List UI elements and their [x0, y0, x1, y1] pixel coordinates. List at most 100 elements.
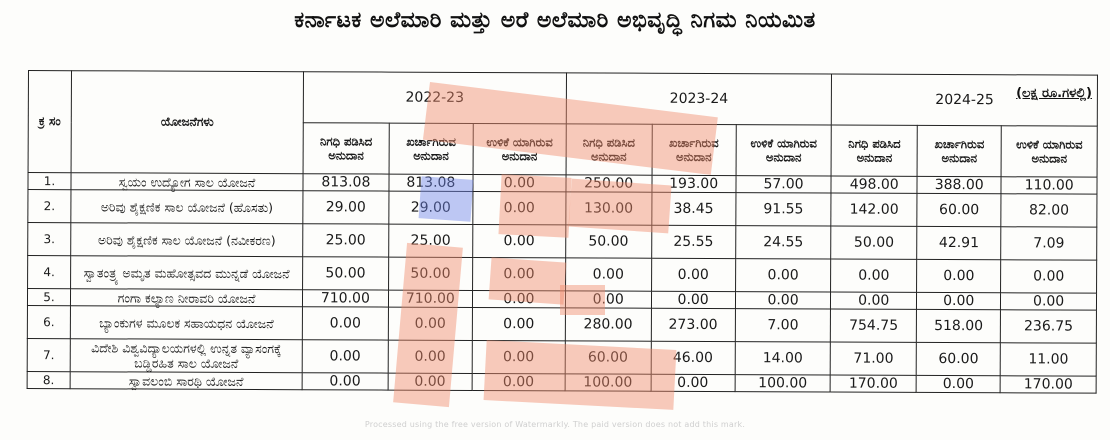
value-cell: 0.00	[472, 191, 566, 225]
unit-note: (ಲಕ್ಷ ರೂ.ಗಳಲ್ಲಿ)	[1016, 86, 1092, 101]
value-cell: 142.00	[831, 193, 918, 227]
header-spent: ಖರ್ಚಾಗಿರುವ ಅನುದಾನ	[651, 124, 737, 176]
value-cell: 0.00	[388, 307, 473, 341]
header-balance: ಉಳಿಕೆ ಯಾಗಿರುವ ಅನುದಾನ	[473, 123, 567, 175]
scheme-cell: ಬ್ಯಾಂಕುಗಳ ಮೂಲಕ ಸಹಾಯಧನ ಯೋಜನೆ	[70, 305, 303, 340]
value-cell: 100.00	[564, 373, 651, 392]
scheme-cell: ಗಂಗಾ ಕಲ್ಯಾಣ ನೀರಾವರಿ ಯೋಜನೆ	[70, 288, 303, 307]
value-cell: 25.55	[651, 225, 736, 259]
header-year-2022-23: 2022-23	[303, 71, 567, 124]
header-balance: ಉಳಿಕೆ ಯಾಗಿರುವ ಅನುದಾನ	[1001, 125, 1098, 178]
schemes-table: ಕ್ರ ಸಂ ಯೋಜನೆಗಳು 2022-23 2023-24 2024-25 …	[27, 70, 1098, 394]
value-cell: 813.08	[388, 174, 474, 192]
table-row: 2. ಅರಿವು ಶೈಕ್ಷಣಿಕ ಸಾಲ ಯೋಜನೆ (ಹೊಸತು) 29.0…	[27, 189, 1097, 228]
value-cell: 24.55	[735, 225, 832, 260]
header-balance: ಉಳಿಕೆ ಯಾಗಿರುವ ಅನುದಾನ	[735, 124, 832, 177]
value-cell: 25.00	[388, 224, 473, 258]
value-cell: 0.00	[735, 291, 831, 310]
value-cell: 110.00	[1001, 176, 1098, 195]
value-cell: 100.00	[734, 374, 831, 393]
value-cell: 754.75	[830, 309, 917, 343]
header-year-2023-24: 2023-24	[566, 72, 832, 126]
value-cell: 42.91	[916, 226, 1002, 260]
value-cell: 0.00	[650, 374, 735, 392]
value-cell: 0.00	[472, 224, 566, 258]
value-cell: 0.00	[472, 290, 566, 308]
value-cell: 250.00	[565, 174, 652, 193]
value-cell: 0.00	[916, 292, 1001, 310]
value-cell: 50.00	[302, 256, 389, 291]
value-cell: 0.00	[387, 340, 473, 374]
value-cell: 0.00	[472, 307, 566, 341]
scheme-cell: ಸ್ವಾವಲಂಬಿ ಸಾರಥಿ ಯೋಜನೆ	[70, 371, 303, 390]
value-cell: 29.00	[388, 191, 473, 225]
header-year-2024-25: 2024-25	[831, 74, 1098, 127]
value-cell: 0.00	[302, 339, 389, 374]
table-row: 6. ಬ್ಯಾಂಕುಗಳ ಮೂಲಕ ಸಹಾಯಧನ ಯೋಜನೆ 0.00 0.00…	[27, 305, 1097, 344]
value-cell: 60.00	[916, 342, 1001, 376]
scheme-cell: ಸ್ವಯಂ ಉದ್ಯೋಗ ಸಾಲ ಯೋಜನೆ	[70, 172, 304, 191]
value-cell: 0.00	[651, 291, 736, 309]
value-cell: 0.00	[916, 375, 1001, 393]
serial-cell: 3.	[27, 222, 71, 256]
header-scheme: ಯೋಜನೆಗಳು	[71, 70, 304, 174]
value-cell: 0.00	[916, 259, 1001, 293]
value-cell: 280.00	[565, 307, 652, 342]
value-cell: 0.00	[472, 257, 566, 291]
table-row: 3. ಅರಿವು ಶೈಕ್ಷಣಿಕ ಸಾಲ ಯೋಜನೆ (ನವೀಕರಣ) 25.…	[27, 222, 1097, 261]
value-cell: 388.00	[917, 176, 1002, 194]
value-cell: 170.00	[1000, 375, 1097, 394]
value-cell: 11.00	[1000, 342, 1097, 377]
value-cell: 91.55	[735, 192, 832, 227]
value-cell: 0.00	[565, 290, 652, 309]
scheme-cell: ಅರಿವು ಶೈಕ್ಷಣಿಕ ಸಾಲ ಯೋಜನೆ (ನವೀಕರಣ)	[70, 222, 303, 257]
value-cell: 0.00	[472, 174, 566, 192]
serial-cell: 1.	[27, 172, 72, 190]
value-cell: 518.00	[916, 309, 1001, 343]
value-cell: 0.00	[472, 340, 566, 374]
value-cell: 0.00	[1000, 259, 1097, 294]
header-spent: ಖರ್ಚಾಗಿರುವ ಅನುದಾನ	[917, 125, 1002, 177]
serial-cell: 8.	[27, 371, 71, 389]
value-cell: 710.00	[388, 290, 473, 308]
header-allocated: ನಿಗಧಿ ಪಡಿಸಿದ ಅನುದಾನ	[831, 125, 918, 177]
header-allocated: ನಿಗಧಿ ಪಡಿಸಿದ ಅನುದಾನ	[565, 123, 652, 176]
value-cell: 60.00	[916, 193, 1002, 227]
scheme-cell: ಅರಿವು ಶೈಕ್ಷಣಿಕ ಸಾಲ ಯೋಜನೆ (ಹೊಸತು)	[70, 189, 303, 224]
serial-cell: 6.	[27, 305, 71, 339]
value-cell: 7.09	[1000, 226, 1097, 261]
table-row: 8. ಸ್ವಾವಲಂಬಿ ಸಾರಥಿ ಯೋಜನೆ 0.00 0.00 0.00 …	[27, 371, 1097, 394]
value-cell: 50.00	[388, 257, 473, 291]
header-serial: ಕ್ರ ಸಂ	[28, 70, 72, 173]
value-cell: 0.00	[830, 259, 917, 293]
value-cell: 57.00	[735, 175, 832, 194]
value-cell: 7.00	[735, 308, 831, 343]
value-cell: 46.00	[650, 341, 736, 375]
serial-cell: 5.	[27, 288, 71, 306]
value-cell: 498.00	[831, 176, 918, 194]
value-cell: 710.00	[302, 289, 389, 308]
value-cell: 236.75	[1000, 309, 1097, 344]
value-cell: 0.00	[565, 257, 652, 292]
value-cell: 60.00	[564, 340, 651, 375]
scheme-cell: ವಿದೇಶಿ ವಿಶ್ವವಿದ್ಯಾಲಯಗಳಲ್ಲಿ ಉನ್ನತ ವ್ಯಾಸಂಗ…	[70, 338, 303, 373]
value-cell: 0.00	[302, 306, 389, 341]
value-cell: 0.00	[387, 373, 473, 391]
serial-cell: 4.	[27, 255, 71, 289]
header-allocated: ನಿಗಧಿ ಪಡಿಸಿದ ಅನುದಾನ	[303, 122, 390, 175]
value-cell: 71.00	[830, 342, 917, 376]
value-cell: 29.00	[302, 190, 389, 225]
value-cell: 273.00	[650, 308, 736, 342]
value-cell: 38.45	[651, 192, 736, 226]
value-cell: 0.00	[735, 258, 832, 293]
value-cell: 50.00	[831, 226, 917, 260]
serial-cell: 7.	[27, 338, 71, 372]
value-cell: 0.00	[1000, 292, 1097, 311]
table-row: 4. ಸ್ವಾತಂತ್ರ್ಯ ಅಮೃತ ಮಹೋತ್ಸವದ ಮುನ್ನಡೆ ಯೋಜ…	[27, 255, 1097, 294]
value-cell: 82.00	[1001, 193, 1097, 228]
value-cell: 0.00	[651, 258, 736, 292]
watermark-text: Processed using the free version of Wate…	[364, 420, 746, 429]
table-row: 7. ವಿದೇಶಿ ವಿಶ್ವವಿದ್ಯಾಲಯಗಳಲ್ಲಿ ಉನ್ನತ ವ್ಯಾ…	[27, 338, 1097, 377]
value-cell: 0.00	[472, 373, 565, 391]
scheme-cell: ಸ್ವಾತಂತ್ರ್ಯ ಅಮೃತ ಮಹೋತ್ಸವದ ಮುನ್ನಡೆ ಯೋಜನೆ	[70, 255, 303, 290]
